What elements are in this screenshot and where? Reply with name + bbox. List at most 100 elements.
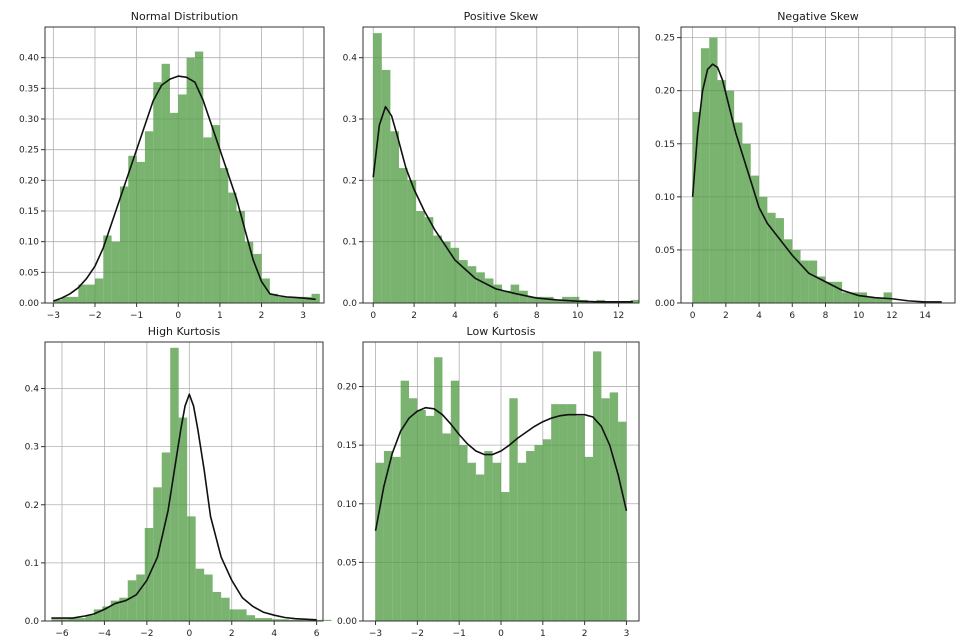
histogram-bar: [102, 606, 111, 621]
histogram-bar: [51, 619, 60, 621]
y-tick-label: 0.00: [19, 299, 39, 309]
y-tick-label: 0.20: [337, 383, 357, 393]
histogram-bar: [424, 217, 434, 303]
histogram-bar: [314, 619, 323, 621]
x-axis: 0 2 4 6 8 10 12 14: [690, 303, 931, 321]
histogram-bar: [519, 290, 528, 303]
histogram-bars: [373, 33, 640, 304]
y-tick-label: 0.05: [337, 558, 357, 568]
histogram-bar: [551, 404, 560, 621]
histogram-bar: [110, 600, 120, 621]
x-tick-label: 2: [582, 629, 588, 639]
histogram-bar: [618, 421, 627, 621]
x-tick-label: 0: [690, 311, 696, 321]
histogram-bar: [119, 186, 129, 303]
x-tick-label: 12: [613, 311, 624, 321]
x-tick-label: −1: [453, 629, 466, 639]
histogram-bar: [381, 69, 391, 304]
histogram-bar: [534, 445, 543, 621]
histogram-bar: [467, 462, 476, 621]
x-axis: −3 −2 −1 0 1 2 3: [47, 303, 306, 321]
y-tick-label: 0.35: [19, 84, 39, 94]
histogram-bar: [78, 284, 87, 303]
histogram-bar: [775, 218, 784, 303]
histogram-bar: [246, 615, 256, 621]
histogram-bar: [144, 131, 154, 303]
histogram-bar: [717, 80, 726, 303]
histogram-bar: [459, 445, 468, 621]
histogram-bar: [734, 122, 743, 303]
histogram-bar: [467, 266, 477, 303]
histogram-bar: [576, 415, 585, 621]
x-tick-label: 2: [259, 311, 265, 321]
histogram-bar: [400, 380, 409, 621]
histogram-bar: [792, 249, 801, 303]
x-tick-label: 10: [572, 311, 584, 321]
histogram-bar: [303, 296, 312, 303]
histogram-bar: [536, 296, 545, 303]
x-tick-label: 4: [452, 311, 458, 321]
histogram-bar: [517, 462, 527, 621]
histogram-bar: [442, 433, 451, 621]
x-tick-label: 0: [175, 311, 181, 321]
y-tick-label: 0.0: [343, 299, 358, 309]
histogram-bar: [127, 580, 137, 621]
histogram-bar: [187, 516, 196, 622]
histogram-bar: [186, 57, 195, 303]
panel-title: High Kurtosis: [148, 325, 221, 338]
x-tick-label: 2: [723, 311, 729, 321]
histogram-bar: [111, 241, 120, 303]
y-axis: 0.00 0.05 0.10 0.15 0.20: [337, 383, 363, 627]
y-tick-label: 0.15: [337, 441, 357, 451]
histogram-bar: [390, 131, 399, 303]
y-tick-label: 0.10: [337, 500, 357, 510]
y-tick-label: 0.3: [343, 115, 357, 125]
histogram-bar: [416, 211, 425, 303]
x-tick-label: 0: [186, 629, 192, 639]
histogram-bar: [221, 597, 230, 621]
histogram-bar: [407, 180, 417, 303]
histogram-bar: [570, 296, 580, 303]
histogram-bar: [450, 247, 460, 303]
x-axis: −6 −4 −2 0 2 4 6: [55, 621, 320, 639]
histogram-bar: [501, 492, 510, 621]
y-tick-label: 0.00: [655, 299, 675, 309]
histogram-bar: [68, 618, 77, 621]
x-tick-label: 0: [370, 311, 376, 321]
panel-title: Negative Skew: [777, 10, 859, 23]
histogram-bar: [103, 235, 112, 303]
histogram-bar: [742, 143, 751, 303]
panel-normal-distribution: Normal Distribution −3 −2 −1 0 1 2 30.000.050.…: [19, 10, 325, 321]
x-tick-label: 6: [314, 629, 320, 639]
histogram-bar: [833, 281, 843, 303]
histogram-bar: [700, 48, 710, 304]
histogram-bar: [261, 278, 270, 303]
y-axis: 0.00 0.05 0.10 0.15 0.20 0.25: [655, 34, 681, 309]
x-tick-label: −3: [369, 629, 382, 639]
histogram-bar: [433, 235, 442, 303]
panel-low-kurtosis: Low Kurtosis −3 −2 −1 0 1 2 30.000.050.100.150…: [337, 325, 640, 639]
density-curve: [51, 393, 317, 621]
x-tick-label: 4: [271, 629, 277, 639]
histogram-bar: [850, 292, 859, 303]
x-tick-label: −4: [98, 629, 112, 639]
histogram-bar: [53, 299, 62, 303]
x-tick-label: 3: [300, 311, 306, 321]
histogram-bar: [211, 125, 220, 303]
y-tick-label: 0.40: [19, 54, 39, 64]
x-tick-label: −3: [47, 311, 60, 321]
density-curve: [691, 63, 942, 303]
y-tick-label: 0.4: [343, 54, 358, 64]
panel-negative-skew: Negative Skew 0 2 4 6 8 10 12 14 0.00 0.05 0.10 0.1…: [655, 10, 956, 321]
x-tick-label: 1: [217, 311, 223, 321]
histogram-bar: [204, 574, 213, 621]
histogram-bar: [161, 63, 170, 303]
histogram-bar: [392, 456, 401, 621]
y-tick-label: 0.25: [655, 34, 675, 44]
histogram-bar: [59, 619, 69, 621]
x-tick-label: −2: [411, 629, 424, 639]
histogram-bar: [244, 241, 254, 303]
histogram-bar: [94, 278, 104, 303]
y-tick-label: 0.20: [19, 176, 39, 186]
